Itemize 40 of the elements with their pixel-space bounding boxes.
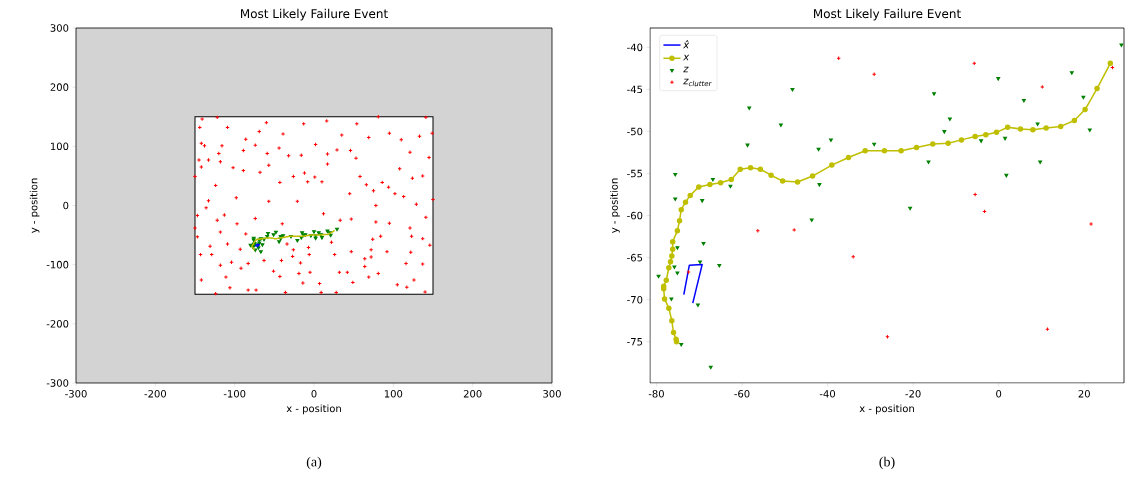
y-tick-label: -55 bbox=[627, 169, 643, 178]
x-tick-label: -40 bbox=[819, 390, 836, 398]
x-tick-label: -20 bbox=[905, 390, 921, 398]
x-tick-label: -300 bbox=[65, 390, 87, 398]
x-tick-label: -60 bbox=[734, 390, 750, 398]
y-tick-label: -70 bbox=[627, 295, 643, 304]
legend-label: x̂ bbox=[682, 40, 690, 49]
legend-label: x bbox=[682, 54, 690, 61]
y-tick-label: -100 bbox=[46, 260, 69, 269]
x-tick-label: 200 bbox=[463, 390, 482, 398]
x-tick-label: -100 bbox=[223, 390, 246, 398]
x-tick-label: -80 bbox=[648, 390, 664, 398]
y-tick-label: 100 bbox=[50, 142, 69, 151]
chart-title: Most Likely Failure Event bbox=[241, 8, 388, 21]
chart-title: Most Likely Failure Event bbox=[814, 8, 961, 21]
x-tick-label: 300 bbox=[543, 390, 561, 398]
y-tick-label: -65 bbox=[627, 253, 643, 262]
y-tick-label: -75 bbox=[627, 338, 643, 346]
y-tick-label: -200 bbox=[46, 320, 69, 328]
y-tick-label: 0 bbox=[63, 201, 69, 210]
y-tick-label: -60 bbox=[627, 211, 643, 220]
y-tick-label: -40 bbox=[627, 43, 643, 52]
y-tick-label: 300 bbox=[50, 24, 69, 32]
y-tick-label: -50 bbox=[627, 127, 643, 136]
x-tick-label: -200 bbox=[144, 390, 167, 398]
x-axis-title: x - position bbox=[286, 404, 341, 415]
x-axis-title: x - position bbox=[859, 404, 914, 415]
x-tick-label: 0 bbox=[311, 390, 317, 398]
y-tick-label: -45 bbox=[627, 85, 643, 94]
x-tick-label: 20 bbox=[1078, 390, 1090, 398]
legend-label: z bbox=[683, 66, 689, 73]
x-tick-label: 0 bbox=[996, 390, 1002, 398]
text: (b) bbox=[879, 456, 895, 470]
legend-label: z$_{clutter}$ bbox=[683, 78, 712, 87]
y-axis-title: y - position bbox=[29, 178, 40, 233]
y-axis-title: y - position bbox=[610, 178, 620, 233]
x-tick-label: 100 bbox=[384, 390, 403, 398]
y-tick-label: 200 bbox=[50, 83, 69, 91]
y-tick-label: -300 bbox=[46, 379, 69, 387]
text: (a) bbox=[306, 456, 322, 470]
